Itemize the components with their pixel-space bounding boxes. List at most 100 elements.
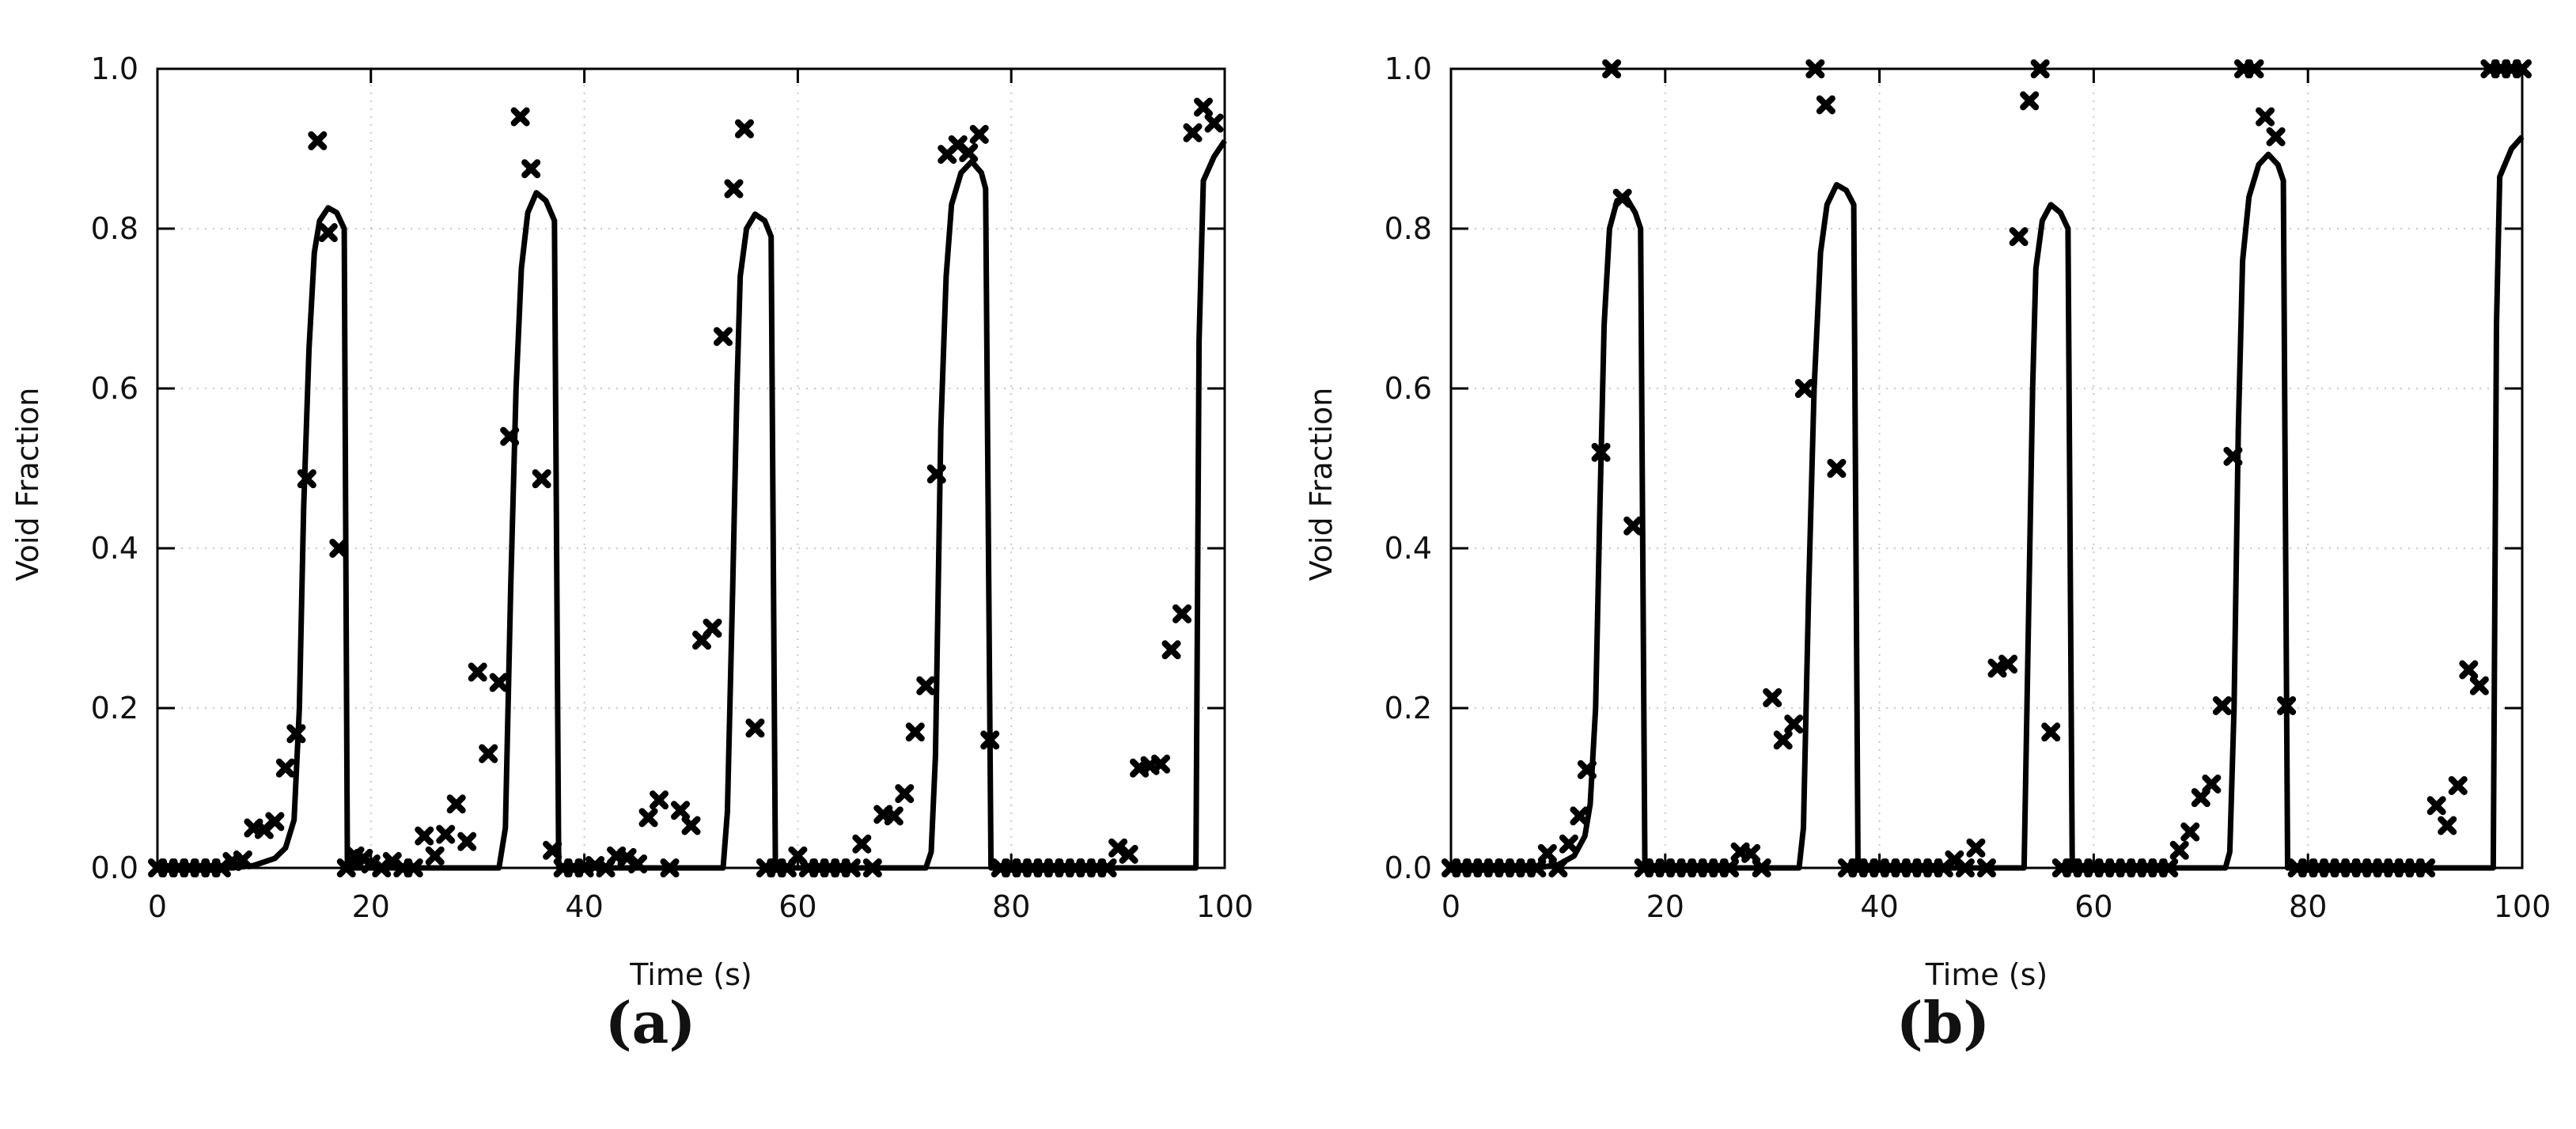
x-tick-label: 20: [1646, 889, 1684, 924]
y-tick-label: 0.2: [91, 691, 138, 726]
x-marker-icon: [510, 107, 530, 127]
y-axis-label: Void Fraction: [1304, 388, 1339, 582]
grid: [157, 69, 1225, 868]
x-marker-icon: [2169, 840, 2189, 860]
x-marker-icon: [425, 846, 445, 866]
x-marker-icon: [703, 619, 722, 638]
x-marker-icon: [1752, 858, 1771, 877]
x-marker-icon: [1537, 843, 1557, 863]
x-marker-icon: [468, 662, 487, 682]
x-marker-icon: [500, 426, 520, 446]
y-tick-label: 0.6: [91, 371, 138, 406]
x-marker-icon: [1559, 834, 1578, 854]
x-marker-icon: [1570, 806, 1589, 826]
x-marker-icon: [1612, 188, 1632, 208]
x-marker-icon: [1763, 688, 1782, 707]
x-marker-icon: [1577, 760, 1597, 779]
x-tick-label: 80: [2289, 889, 2327, 924]
x-tick-label: 100: [2494, 889, 2551, 924]
panel-caption: (a): [605, 989, 696, 1056]
x-marker-icon: [1816, 95, 1835, 115]
x-marker-icon: [862, 858, 882, 877]
y-tick-label: 0.8: [91, 211, 138, 246]
x-marker-icon: [1720, 858, 1740, 877]
x-marker-icon: [457, 832, 477, 851]
x-marker-icon: [884, 806, 903, 826]
experiment-markers: [148, 97, 1224, 877]
x-marker-icon: [1998, 654, 2018, 674]
x-marker-icon: [2459, 660, 2479, 680]
x-marker-icon: [1784, 714, 1804, 734]
x-marker-icon: [2030, 59, 2050, 78]
x-marker-icon: [841, 858, 861, 877]
x-marker-icon: [1151, 754, 1171, 774]
x-tick-label: 80: [992, 889, 1030, 924]
grid: [1451, 69, 2522, 868]
simulation-line: [1451, 134, 2525, 871]
x-axis-label: Time (s): [629, 957, 752, 992]
x-marker-icon: [1741, 843, 1761, 863]
panel-a: 0 20 40 60 80 100 0.0 0.2 0.4 0.6 0.8 1.0 Time (s) Vo…: [0, 0, 1288, 1126]
x-marker-icon: [852, 834, 872, 854]
x-marker-icon: [2416, 858, 2436, 877]
x-marker-icon: [1527, 858, 1547, 877]
x-marker-icon: [1172, 604, 1192, 623]
x-marker-icon: [1794, 379, 1814, 398]
x-marker-icon: [650, 790, 669, 810]
x-marker-icon: [638, 808, 658, 828]
x-marker-icon: [446, 794, 466, 814]
y-tick-label: 0.0: [91, 851, 138, 885]
x-marker-icon: [2426, 796, 2446, 816]
x-marker-icon: [1977, 858, 1996, 877]
x-tick-label: 100: [1196, 889, 1254, 924]
x-marker-icon: [1827, 459, 1847, 478]
y-tick-label: 0.4: [91, 531, 138, 566]
x-marker-icon: [329, 539, 349, 558]
x-marker-icon: [308, 131, 328, 150]
x-marker-icon: [671, 801, 691, 820]
x-marker-icon: [2212, 695, 2232, 715]
x-marker-icon: [1548, 858, 1568, 877]
x-marker-icon: [2277, 695, 2297, 715]
y-tick-label: 0.4: [1385, 531, 1432, 566]
x-marker-icon: [969, 124, 989, 144]
y-axis-label: Void Fraction: [10, 388, 45, 582]
x-marker-icon: [436, 824, 456, 844]
x-marker-icon: [2513, 59, 2532, 78]
x-marker-icon: [415, 826, 434, 846]
y-tick-label: 0.0: [1385, 851, 1432, 885]
x-marker-icon: [479, 744, 498, 763]
x-marker-icon: [275, 758, 295, 778]
x-marker-icon: [713, 327, 733, 347]
y-tick-label: 0.2: [1385, 691, 1432, 726]
x-marker-icon: [2041, 722, 2061, 742]
x-marker-icon: [1966, 838, 1986, 858]
experiment-markers: [1441, 59, 2532, 877]
x-marker-icon: [2159, 858, 2179, 877]
x-tick-label: 60: [778, 889, 816, 924]
x-marker-icon: [926, 464, 946, 484]
x-axis-label: Time (s): [1925, 957, 2048, 992]
x-marker-icon: [286, 724, 306, 744]
x-marker-icon: [1161, 640, 1181, 660]
x-marker-icon: [532, 469, 551, 489]
x-tick-label: 40: [1860, 889, 1898, 924]
x-tick-label: 0: [148, 889, 167, 924]
x-marker-icon: [2266, 127, 2286, 146]
x-marker-icon: [2009, 227, 2029, 247]
x-marker-icon: [1805, 59, 1825, 78]
x-marker-icon: [2469, 676, 2489, 695]
x-marker-icon: [1623, 516, 1643, 536]
x-marker-icon: [959, 143, 979, 163]
x-marker-icon: [521, 159, 541, 179]
x-marker-icon: [1204, 113, 1224, 133]
x-marker-icon: [2020, 91, 2040, 111]
x-marker-icon: [660, 858, 680, 877]
x-marker-icon: [2223, 446, 2243, 466]
x-marker-icon: [1194, 97, 1214, 117]
x-marker-icon: [265, 812, 285, 832]
chart-a: 0 20 40 60 80 100 0.0 0.2 0.4 0.6 0.8 1.0 Time (s) Vo…: [10, 51, 1254, 1056]
x-marker-icon: [734, 119, 754, 138]
x-marker-icon: [745, 718, 765, 738]
x-marker-icon: [2180, 822, 2200, 842]
